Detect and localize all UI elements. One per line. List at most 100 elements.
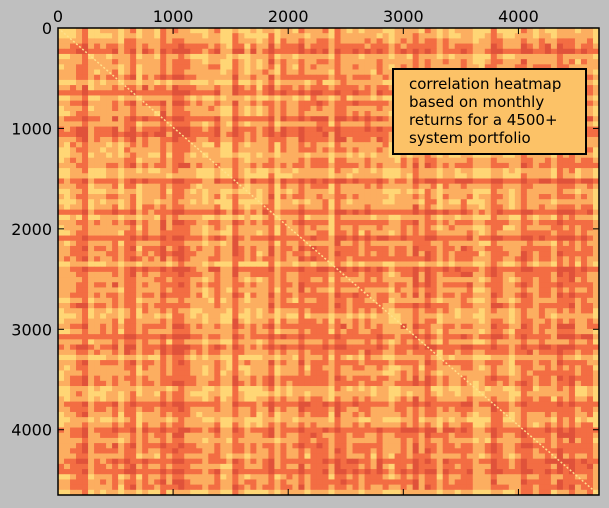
heatmap-cell [196, 168, 203, 174]
heatmap-cell [250, 297, 257, 304]
heatmap-cell [502, 235, 510, 242]
heatmap-cell [154, 313, 161, 319]
heatmap-cell [166, 214, 173, 221]
heatmap-cell [184, 225, 191, 231]
heatmap-cell [352, 194, 359, 200]
heatmap-cell [82, 251, 89, 257]
heatmap-cell [148, 74, 155, 81]
heatmap-cell [88, 162, 95, 169]
heatmap-cell [202, 131, 209, 138]
heatmap-cell [202, 152, 209, 159]
heatmap-cell [340, 59, 347, 65]
heatmap-cell [58, 308, 65, 314]
heatmap-cell [394, 204, 401, 210]
heatmap-cell [148, 204, 155, 210]
heatmap-cell [538, 43, 546, 50]
heatmap-cell [226, 116, 233, 122]
heatmap-cell [118, 245, 125, 252]
heatmap-cell [460, 287, 468, 293]
heatmap-cell [202, 157, 209, 164]
heatmap-cell [346, 308, 353, 314]
heatmap-cell [586, 79, 594, 86]
heatmap-cell [82, 121, 89, 127]
heatmap-cell [262, 28, 269, 34]
heatmap-cell [250, 28, 257, 34]
heatmap-cell [496, 59, 504, 65]
heatmap-cell [88, 266, 95, 273]
heatmap-cell [340, 214, 347, 221]
heatmap-cell [436, 183, 444, 190]
heatmap-cell [346, 266, 353, 273]
heatmap-cell [178, 251, 185, 257]
heatmap-cell [106, 219, 113, 226]
heatmap-cell [136, 64, 143, 70]
heatmap-cell [580, 209, 588, 216]
heatmap-cell [286, 313, 293, 319]
heatmap-cell [508, 251, 516, 257]
heatmap-cell [250, 245, 257, 252]
heatmap-cell [118, 204, 125, 210]
heatmap-cell [388, 297, 395, 304]
heatmap-cell [412, 64, 420, 70]
heatmap-cell [172, 142, 179, 148]
heatmap-cell [214, 79, 221, 86]
heatmap-cell [106, 297, 113, 304]
heatmap-cell [142, 183, 149, 190]
heatmap-cell [214, 271, 221, 278]
heatmap-cell [514, 282, 522, 288]
heatmap-cell [136, 28, 143, 34]
heatmap-cell [202, 74, 209, 81]
heatmap-cell [112, 105, 119, 112]
heatmap-cell [256, 209, 263, 216]
heatmap-cell [472, 53, 480, 60]
heatmap-cell [322, 297, 329, 304]
heatmap-cell [508, 152, 516, 159]
heatmap-cell [430, 173, 438, 179]
heatmap-cell [196, 38, 203, 44]
heatmap-cell [478, 194, 486, 200]
heatmap-cell [94, 59, 101, 65]
heatmap-cell [268, 219, 275, 226]
heatmap-cell [592, 230, 600, 236]
heatmap-cell [292, 111, 299, 117]
heatmap-cell [430, 162, 438, 169]
heatmap-cell [58, 116, 65, 122]
heatmap-cell [208, 297, 215, 304]
heatmap-cell [556, 303, 564, 309]
heatmap-cell [526, 28, 534, 34]
heatmap-cell [472, 38, 480, 44]
heatmap-cell [538, 271, 546, 278]
heatmap-cell [310, 105, 317, 112]
heatmap-cell [130, 261, 137, 268]
heatmap-cell [376, 142, 383, 148]
heatmap-cell [454, 256, 462, 262]
heatmap-cell [310, 230, 317, 236]
heatmap-cell [562, 48, 570, 55]
heatmap-cell [532, 188, 540, 195]
heatmap-cell [280, 199, 287, 205]
heatmap-cell [334, 79, 341, 86]
heatmap-cell [202, 121, 209, 127]
heatmap-cell [274, 116, 281, 122]
heatmap-cell [172, 48, 179, 55]
heatmap-cell [538, 297, 546, 304]
heatmap-cell [130, 240, 137, 247]
heatmap-cell [88, 292, 95, 299]
heatmap-cell [304, 79, 311, 86]
heatmap-cell [502, 178, 510, 185]
heatmap-cell [568, 245, 576, 252]
heatmap-cell [268, 282, 275, 288]
heatmap-cell [346, 157, 353, 164]
heatmap-cell [532, 251, 540, 257]
heatmap-cell [238, 209, 245, 216]
heatmap-cell [322, 121, 329, 127]
heatmap-cell [346, 173, 353, 179]
heatmap-cell [406, 64, 413, 70]
heatmap-cell [172, 33, 179, 39]
heatmap-cell [550, 251, 558, 257]
heatmap-cell [172, 214, 179, 221]
heatmap-cell [556, 178, 564, 185]
heatmap-cell [100, 79, 107, 86]
heatmap-cell [574, 251, 582, 257]
heatmap-cell [562, 209, 570, 216]
